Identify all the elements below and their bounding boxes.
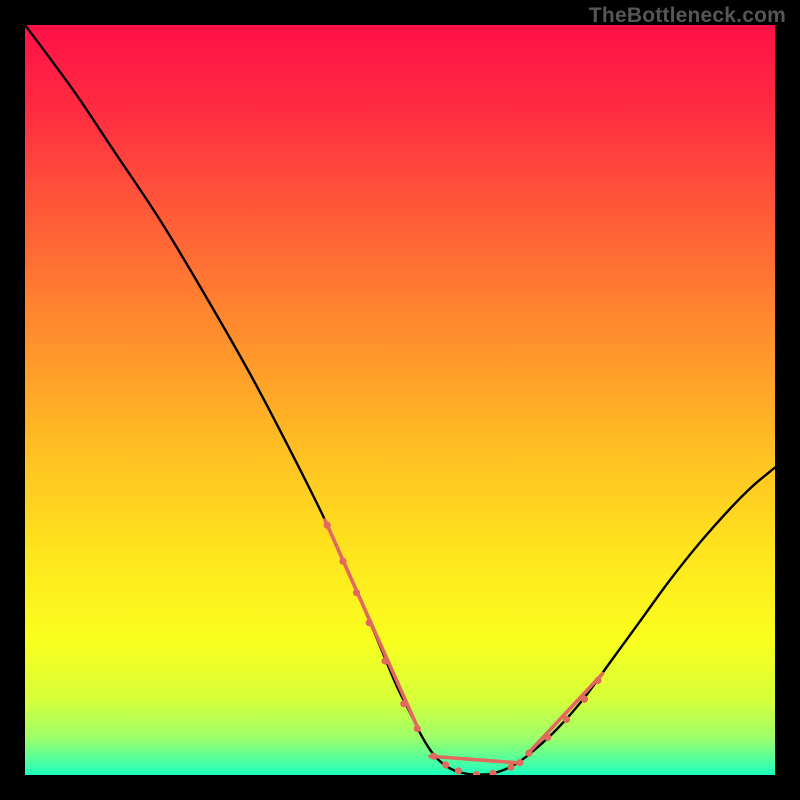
marker-dot — [414, 725, 421, 732]
marker-dot — [430, 753, 437, 760]
marker-dot — [455, 767, 462, 774]
plot-area — [25, 25, 775, 775]
marker-dot — [324, 522, 331, 529]
marker-dot — [400, 700, 407, 707]
marker-dot — [381, 657, 388, 664]
marker-dot — [353, 589, 360, 596]
marker-dot — [366, 619, 373, 626]
marker-dot — [563, 716, 570, 723]
marker-dot — [516, 759, 523, 766]
marker-dot — [442, 761, 449, 768]
marker-dot — [339, 558, 346, 565]
marker-dot — [507, 764, 514, 771]
marker-dot — [544, 734, 551, 741]
marker-dot — [594, 677, 601, 684]
watermark-text: TheBottleneck.com — [589, 4, 786, 28]
marker-dot — [581, 696, 588, 703]
chart-frame: TheBottleneck.com — [0, 0, 800, 800]
gradient-background — [25, 25, 775, 775]
plot-svg — [25, 25, 775, 775]
marker-dot — [525, 750, 532, 757]
